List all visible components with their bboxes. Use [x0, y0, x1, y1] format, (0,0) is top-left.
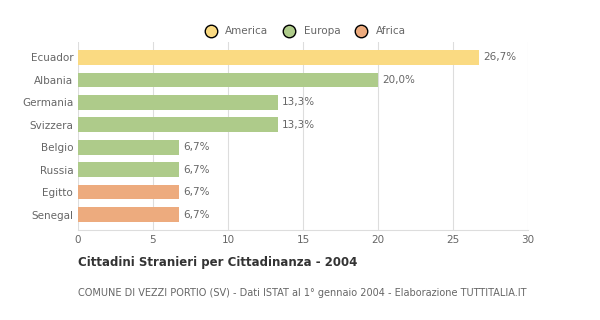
Text: 26,7%: 26,7% [483, 52, 516, 62]
Text: 20,0%: 20,0% [383, 75, 415, 85]
Bar [78, 117, 277, 132]
Bar [78, 162, 179, 177]
Bar [78, 73, 378, 87]
Bar [78, 50, 479, 65]
Bar [78, 207, 179, 222]
Legend: America, Europa, Africa: America, Europa, Africa [196, 22, 410, 41]
Text: 6,7%: 6,7% [183, 187, 209, 197]
Text: 6,7%: 6,7% [183, 210, 209, 220]
Text: 13,3%: 13,3% [282, 120, 315, 130]
Text: Cittadini Stranieri per Cittadinanza - 2004: Cittadini Stranieri per Cittadinanza - 2… [78, 256, 358, 269]
Text: 6,7%: 6,7% [183, 142, 209, 152]
Bar [78, 140, 179, 155]
Text: 6,7%: 6,7% [183, 165, 209, 175]
Text: 13,3%: 13,3% [282, 97, 315, 107]
Text: COMUNE DI VEZZI PORTIO (SV) - Dati ISTAT al 1° gennaio 2004 - Elaborazione TUTTI: COMUNE DI VEZZI PORTIO (SV) - Dati ISTAT… [78, 288, 527, 298]
Bar [78, 185, 179, 199]
Bar [78, 95, 277, 110]
